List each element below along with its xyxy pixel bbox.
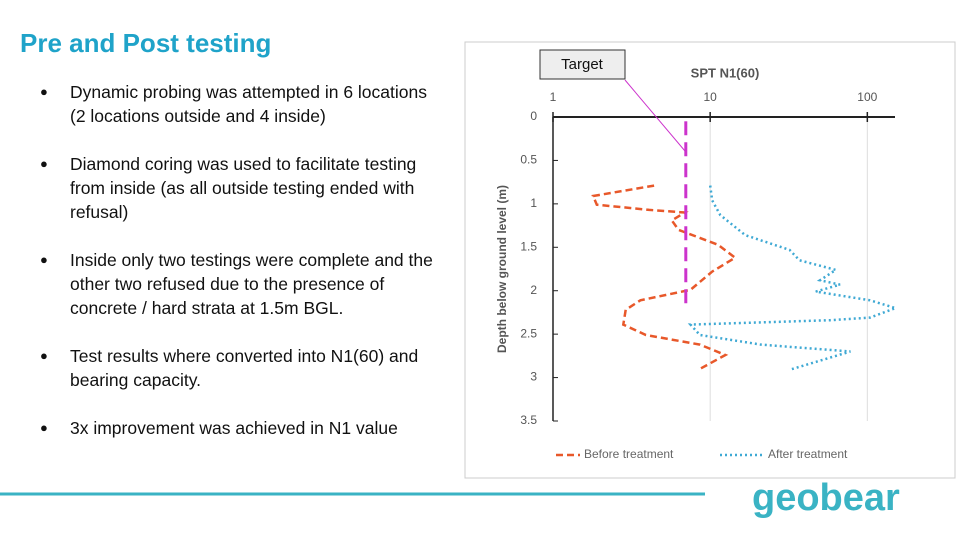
y-tick-label: 1.5	[520, 239, 537, 253]
y-tick-label: 0.5	[520, 153, 537, 167]
bullet: 3x improvement was achieved in N1 value	[40, 416, 440, 440]
y-axis-label: Depth below ground level (m)	[495, 185, 509, 353]
bullet: Dynamic probing was attempted in 6 locat…	[40, 80, 440, 128]
series-line	[687, 185, 900, 371]
slide-title: Pre and Post testing	[20, 28, 272, 58]
legend-label: After treatment	[768, 447, 848, 461]
x-tick-label: 100	[857, 90, 877, 104]
bullet-list: Dynamic probing was attempted in 6 locat…	[40, 80, 440, 464]
callout-label: Target	[561, 56, 604, 73]
chart-title: SPT N1(60)	[691, 65, 760, 80]
y-tick-label: 1	[530, 196, 537, 210]
bullet: Diamond coring was used to facilitate te…	[40, 152, 440, 224]
callout-box	[539, 49, 626, 80]
x-tick-label: 1	[550, 90, 557, 104]
series-line	[591, 184, 738, 371]
y-tick-label: 3.5	[520, 413, 537, 427]
logo: geobear	[752, 477, 900, 519]
bullet: Inside only two testings were complete a…	[40, 248, 440, 320]
y-tick-label: 0	[530, 109, 537, 123]
legend-label: Before treatment	[584, 447, 674, 461]
y-tick-label: 3	[530, 370, 537, 384]
y-tick-label: 2	[530, 283, 537, 297]
x-tick-label: 10	[703, 90, 717, 104]
callout-pointer	[624, 79, 687, 153]
y-tick-label: 2.5	[520, 326, 537, 340]
bullet: Test results where converted into N1(60)…	[40, 344, 440, 392]
